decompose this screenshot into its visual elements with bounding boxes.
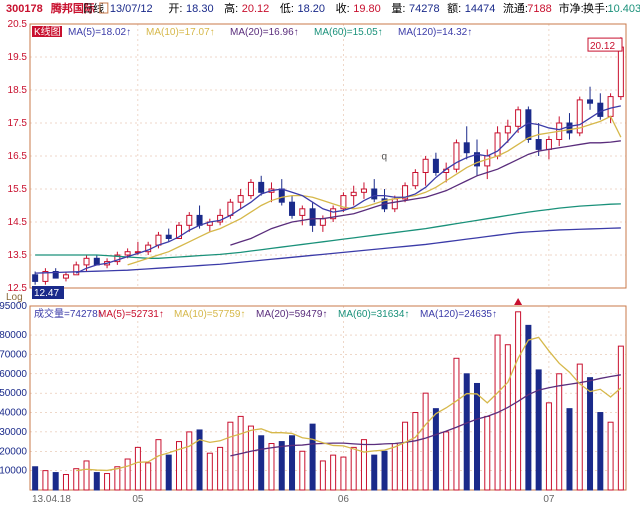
svg-text:16.5: 16.5 <box>8 151 28 162</box>
svg-text:70000: 70000 <box>0 349 27 360</box>
svg-text:14.5: 14.5 <box>8 217 28 228</box>
svg-text:高:: 高: <box>224 1 238 15</box>
svg-text:MA(60)=15.05↑: MA(60)=15.05↑ <box>314 27 383 38</box>
svg-text:18.30: 18.30 <box>186 3 214 15</box>
svg-text:50000: 50000 <box>0 388 27 399</box>
svg-text:MA(5)=52731↑: MA(5)=52731↑ <box>98 309 164 320</box>
svg-text:MA(60)=31634↑: MA(60)=31634↑ <box>338 309 409 320</box>
svg-text:15.5: 15.5 <box>8 184 28 195</box>
svg-text:12.47: 12.47 <box>34 288 59 299</box>
svg-text:20.12: 20.12 <box>590 41 615 52</box>
svg-text:07: 07 <box>543 494 555 505</box>
svg-text:10000: 10000 <box>0 466 27 477</box>
svg-text:06: 06 <box>338 494 350 505</box>
svg-text:MA(120)=24635↑: MA(120)=24635↑ <box>420 309 497 320</box>
svg-text:流通:: 流通: <box>503 1 528 15</box>
svg-text:17.5: 17.5 <box>8 118 28 129</box>
svg-text:95000: 95000 <box>0 301 27 312</box>
svg-text:13/07/12: 13/07/12 <box>110 3 153 15</box>
svg-text:18.20: 18.20 <box>298 3 326 15</box>
svg-text:14474: 14474 <box>465 3 496 15</box>
svg-text:30000: 30000 <box>0 427 27 438</box>
svg-text:60000: 60000 <box>0 369 27 380</box>
svg-text:市净:: 市净: <box>559 1 584 15</box>
svg-text:10.403%: 10.403% <box>608 3 640 15</box>
svg-text:18.5: 18.5 <box>8 85 28 96</box>
svg-text:MA(5)=18.02↑: MA(5)=18.02↑ <box>68 27 131 38</box>
stock-chart: 300178腾邦国际日线13/07/12开:18.30高:20.12低:18.2… <box>0 0 640 512</box>
svg-text:05: 05 <box>132 494 144 505</box>
svg-text:MA(20)=16.96↑: MA(20)=16.96↑ <box>230 27 299 38</box>
svg-text:13.04.18: 13.04.18 <box>32 494 71 505</box>
svg-text:低:: 低: <box>280 2 294 15</box>
svg-text:量:: 量: <box>391 2 405 15</box>
svg-text:K线图: K线图 <box>34 25 61 38</box>
svg-text:7188: 7188 <box>527 3 551 15</box>
svg-text:开:: 开: <box>168 3 182 15</box>
svg-text:额:: 额: <box>447 2 461 15</box>
svg-text:300178: 300178 <box>6 3 43 15</box>
svg-text:MA(10)=57759↑: MA(10)=57759↑ <box>174 309 245 320</box>
svg-text:13.5: 13.5 <box>8 250 28 261</box>
svg-text:MA(20)=59479↑: MA(20)=59479↑ <box>256 309 327 320</box>
svg-text:20.5: 20.5 <box>8 19 28 30</box>
svg-text:20000: 20000 <box>0 446 27 457</box>
svg-text:换手:: 换手: <box>583 1 608 15</box>
svg-text:收:: 收: <box>336 1 350 15</box>
svg-text:74278: 74278 <box>409 3 440 15</box>
svg-text:19.5: 19.5 <box>8 52 28 63</box>
svg-text:20.12: 20.12 <box>242 3 270 15</box>
svg-text:MA(10)=17.07↑: MA(10)=17.07↑ <box>146 27 215 38</box>
svg-text:19.80: 19.80 <box>353 3 381 15</box>
svg-text:40000: 40000 <box>0 408 27 419</box>
svg-text:成交量=74278↑: 成交量=74278↑ <box>34 307 103 320</box>
svg-text:q: q <box>382 151 388 162</box>
svg-text:MA(120)=14.32↑: MA(120)=14.32↑ <box>398 27 472 38</box>
svg-text:80000: 80000 <box>0 330 27 341</box>
